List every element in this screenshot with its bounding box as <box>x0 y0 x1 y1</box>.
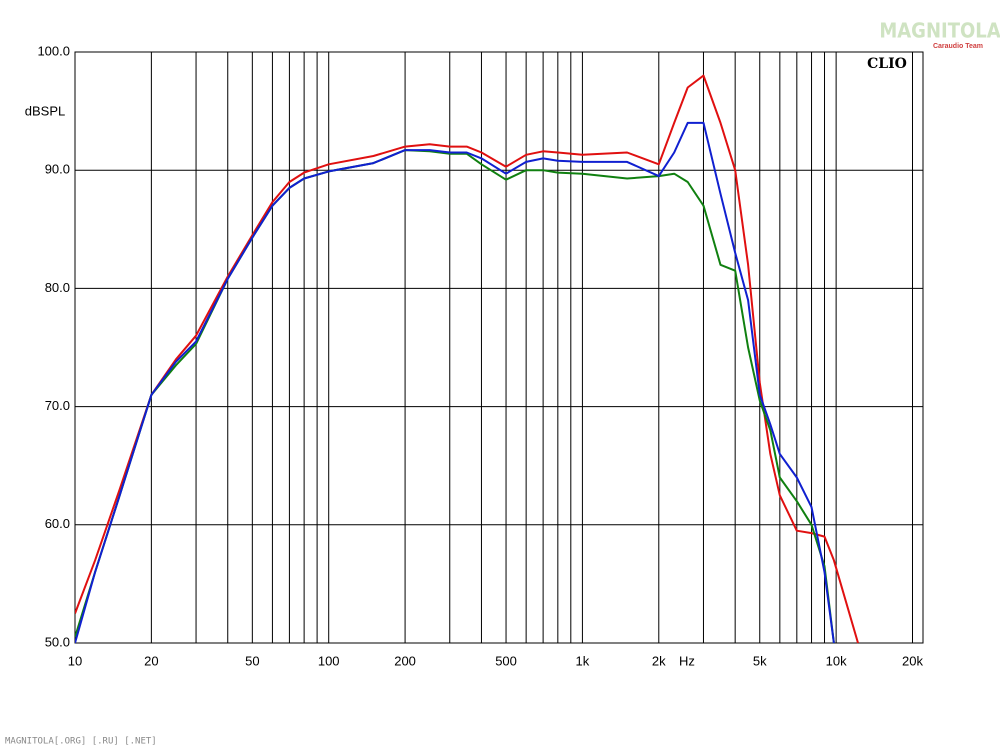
x-tick-label: 10k <box>826 653 847 668</box>
watermark: MAGNITOLA <box>879 19 1000 43</box>
x-tick-label: 500 <box>495 653 517 668</box>
y-axis-label: dBSPL <box>25 103 65 118</box>
watermark-sub: Caraudio Team <box>933 43 983 50</box>
y-tick-label: 50.0 <box>45 634 70 649</box>
plot-frame <box>74 51 924 644</box>
response-curve <box>75 149 835 644</box>
x-tick-label: 5k <box>753 653 767 668</box>
response-curve <box>75 121 835 644</box>
x-tick-label: 20k <box>902 653 923 668</box>
response-curve <box>75 74 859 644</box>
x-tick-label: 20 <box>144 653 158 668</box>
x-tick-label: 2k <box>652 653 666 668</box>
y-tick-label: 90.0 <box>45 162 70 177</box>
x-tick-label: 10 <box>68 653 82 668</box>
y-tick-label: 100.0 <box>37 43 70 58</box>
x-axis-label: Hz <box>679 653 695 668</box>
x-tick-label: 1k <box>576 653 590 668</box>
y-tick-label: 70.0 <box>45 398 70 413</box>
y-tick-label: 60.0 <box>45 516 70 531</box>
x-tick-label: 100 <box>318 653 340 668</box>
y-tick-label: 80.0 <box>45 280 70 295</box>
footer: MAGNITOLA[.ORG] [.RU] [.NET] <box>5 737 157 747</box>
annotation: CLIO <box>867 56 907 72</box>
x-tick-label: 50 <box>245 653 259 668</box>
x-tick-label: 200 <box>394 653 416 668</box>
